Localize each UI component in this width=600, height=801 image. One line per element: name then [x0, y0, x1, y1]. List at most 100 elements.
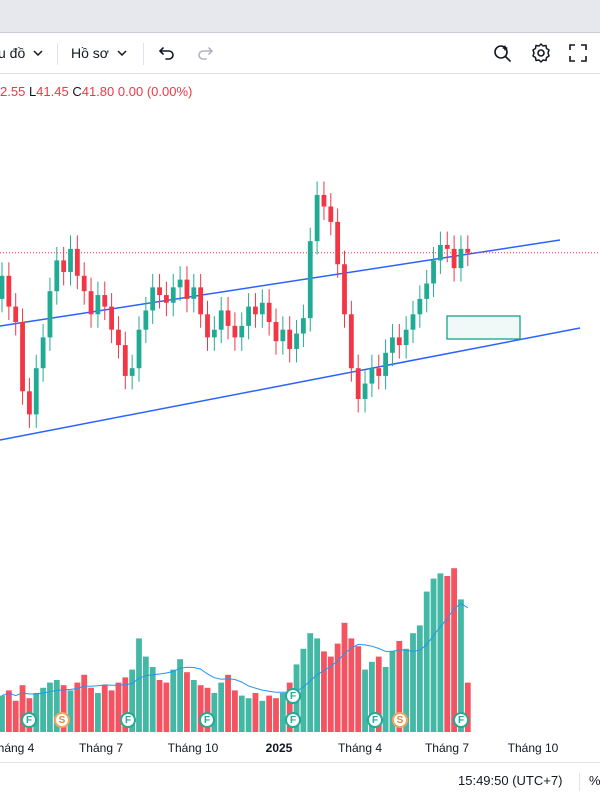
- percent-scale-toggle[interactable]: %: [589, 773, 600, 788]
- undo-icon[interactable]: [155, 41, 179, 65]
- candle-body: [266, 302, 272, 322]
- candle-body: [348, 314, 354, 369]
- candle-body: [383, 352, 388, 376]
- price-chart[interactable]: [0, 74, 600, 738]
- candle-body: [328, 206, 334, 222]
- chart-toolbar: u đồ Hồ sơ: [0, 33, 600, 74]
- volume-bar: [382, 667, 389, 732]
- volume-bar: [177, 659, 183, 732]
- financial-event-marker[interactable]: F: [120, 712, 136, 728]
- time-axis-label: Tháng 7: [78, 741, 124, 755]
- candle-body: [47, 291, 53, 338]
- volume-bar: [225, 674, 231, 732]
- financial-event-marker[interactable]: F: [453, 712, 469, 728]
- volume-bar: [369, 661, 375, 732]
- ohlc-change: 0.00 (0.00%): [117, 84, 193, 99]
- candle-body: [410, 314, 416, 330]
- split-event-marker[interactable]: S: [54, 712, 70, 728]
- volume-bar: [47, 682, 53, 732]
- split-event-marker[interactable]: S: [392, 712, 408, 728]
- candle-body: [27, 391, 32, 415]
- financial-event-marker[interactable]: F: [285, 688, 301, 704]
- volume-bar: [33, 693, 40, 732]
- volume-bar: [12, 700, 19, 732]
- candle-body: [355, 368, 361, 399]
- chart-type-dropdown[interactable]: u đồ: [0, 33, 43, 73]
- candle-body: [335, 221, 341, 265]
- candle-body: [253, 306, 258, 315]
- candle-body: [95, 295, 101, 315]
- candle-body: [273, 322, 279, 342]
- settings-gear-icon[interactable]: [529, 41, 553, 65]
- candle-body: [465, 248, 471, 253]
- status-divider: [579, 773, 580, 791]
- candle-body: [109, 306, 114, 330]
- volume-bar: [423, 591, 430, 732]
- volume-bar: [327, 656, 334, 732]
- volume-bar: [396, 641, 403, 732]
- window-top-strip: [0, 0, 600, 32]
- chevron-down-icon: [117, 50, 127, 56]
- candle-body: [294, 333, 299, 349]
- clock-timezone[interactable]: 15:49:50 (UTC+7): [458, 773, 563, 788]
- status-bar: 15:49:50 (UTC+7) %: [0, 762, 600, 801]
- candle-body: [369, 368, 375, 384]
- volume-bar: [67, 690, 74, 732]
- volume-bar: [108, 690, 115, 732]
- ohlc-close-value: 41.80: [81, 84, 115, 99]
- volume-bar: [245, 698, 252, 732]
- candle-body: [191, 287, 197, 299]
- candle-body: [164, 295, 169, 303]
- volume-bar: [74, 682, 81, 732]
- candle-body: [13, 306, 19, 322]
- candle-body: [170, 287, 176, 303]
- fullscreen-icon[interactable]: [566, 41, 590, 65]
- volume-bar: [273, 698, 279, 732]
- ohlc-low-value: 41.45: [36, 84, 69, 99]
- candle-body: [61, 260, 67, 272]
- financial-event-marker[interactable]: F: [199, 712, 215, 728]
- candle-body: [211, 329, 217, 338]
- candle-body: [314, 194, 320, 242]
- quick-search-icon[interactable]: [491, 41, 515, 65]
- volume-bar: [252, 693, 259, 732]
- candle-body: [102, 295, 108, 307]
- financial-event-marker[interactable]: F: [285, 712, 301, 728]
- volume-bar: [451, 568, 457, 732]
- candle-body: [239, 325, 245, 338]
- candle-body: [403, 329, 409, 346]
- volume-bar: [60, 685, 67, 732]
- candle-body: [205, 314, 210, 338]
- time-axis[interactable]: háng 4 Tháng 7 Tháng 10 2025 Tháng 4 Thá…: [0, 738, 600, 760]
- candle-body: [20, 322, 25, 392]
- volume-bar: [5, 690, 12, 732]
- candle-body: [246, 306, 251, 326]
- volume-bar: [279, 693, 286, 732]
- profile-dropdown[interactable]: Hồ sơ: [71, 33, 127, 73]
- profile-label: Hồ sơ: [71, 45, 109, 61]
- candle-body: [431, 260, 436, 284]
- volume-bar: [437, 573, 444, 732]
- volume-bar: [142, 656, 149, 732]
- candle-body: [54, 260, 60, 292]
- volume-bar: [170, 669, 177, 732]
- ohlc-high-value: 2.55: [0, 84, 26, 99]
- volume-bar: [211, 693, 218, 732]
- candle-body: [74, 248, 80, 276]
- volume-bar: [362, 669, 368, 732]
- redo-icon[interactable]: [193, 41, 217, 65]
- candle-body: [218, 310, 224, 330]
- candle-body: [136, 329, 142, 369]
- toolbar-divider: [143, 43, 144, 65]
- volume-bar: [300, 648, 307, 732]
- financial-event-marker[interactable]: F: [367, 712, 383, 728]
- time-axis-label: 2025: [265, 741, 293, 755]
- toolbar-divider: [57, 43, 58, 65]
- financial-event-marker[interactable]: F: [21, 712, 37, 728]
- candle-body: [81, 275, 87, 292]
- volume-bar: [266, 695, 273, 732]
- volume-bar: [389, 651, 396, 732]
- volume-bar: [403, 648, 410, 732]
- volume-bar: [197, 685, 204, 732]
- candle-body: [301, 318, 306, 334]
